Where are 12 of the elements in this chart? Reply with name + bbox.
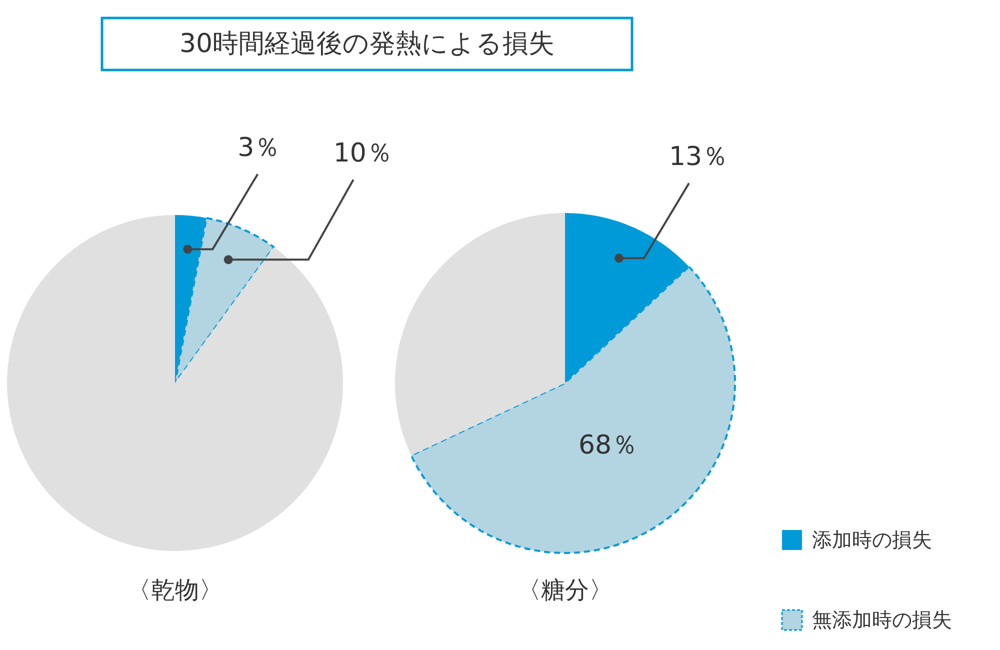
text: 68％: [578, 430, 638, 460]
text: 10％: [333, 138, 392, 169]
text: 〈糖分〉: [517, 576, 613, 604]
pie-slice: [7, 215, 343, 551]
pie-slice: [395, 213, 565, 456]
pie-slice: [174, 216, 275, 384]
chart-title: 30時間経過後の発熱による損失: [179, 29, 555, 60]
legend-label: 添加時の損失: [812, 527, 932, 552]
text: 〈乾物〉: [127, 576, 223, 604]
legend-label: 無添加時の損失: [812, 607, 952, 632]
text: 3％: [238, 133, 280, 164]
text: 13％: [669, 142, 728, 172]
